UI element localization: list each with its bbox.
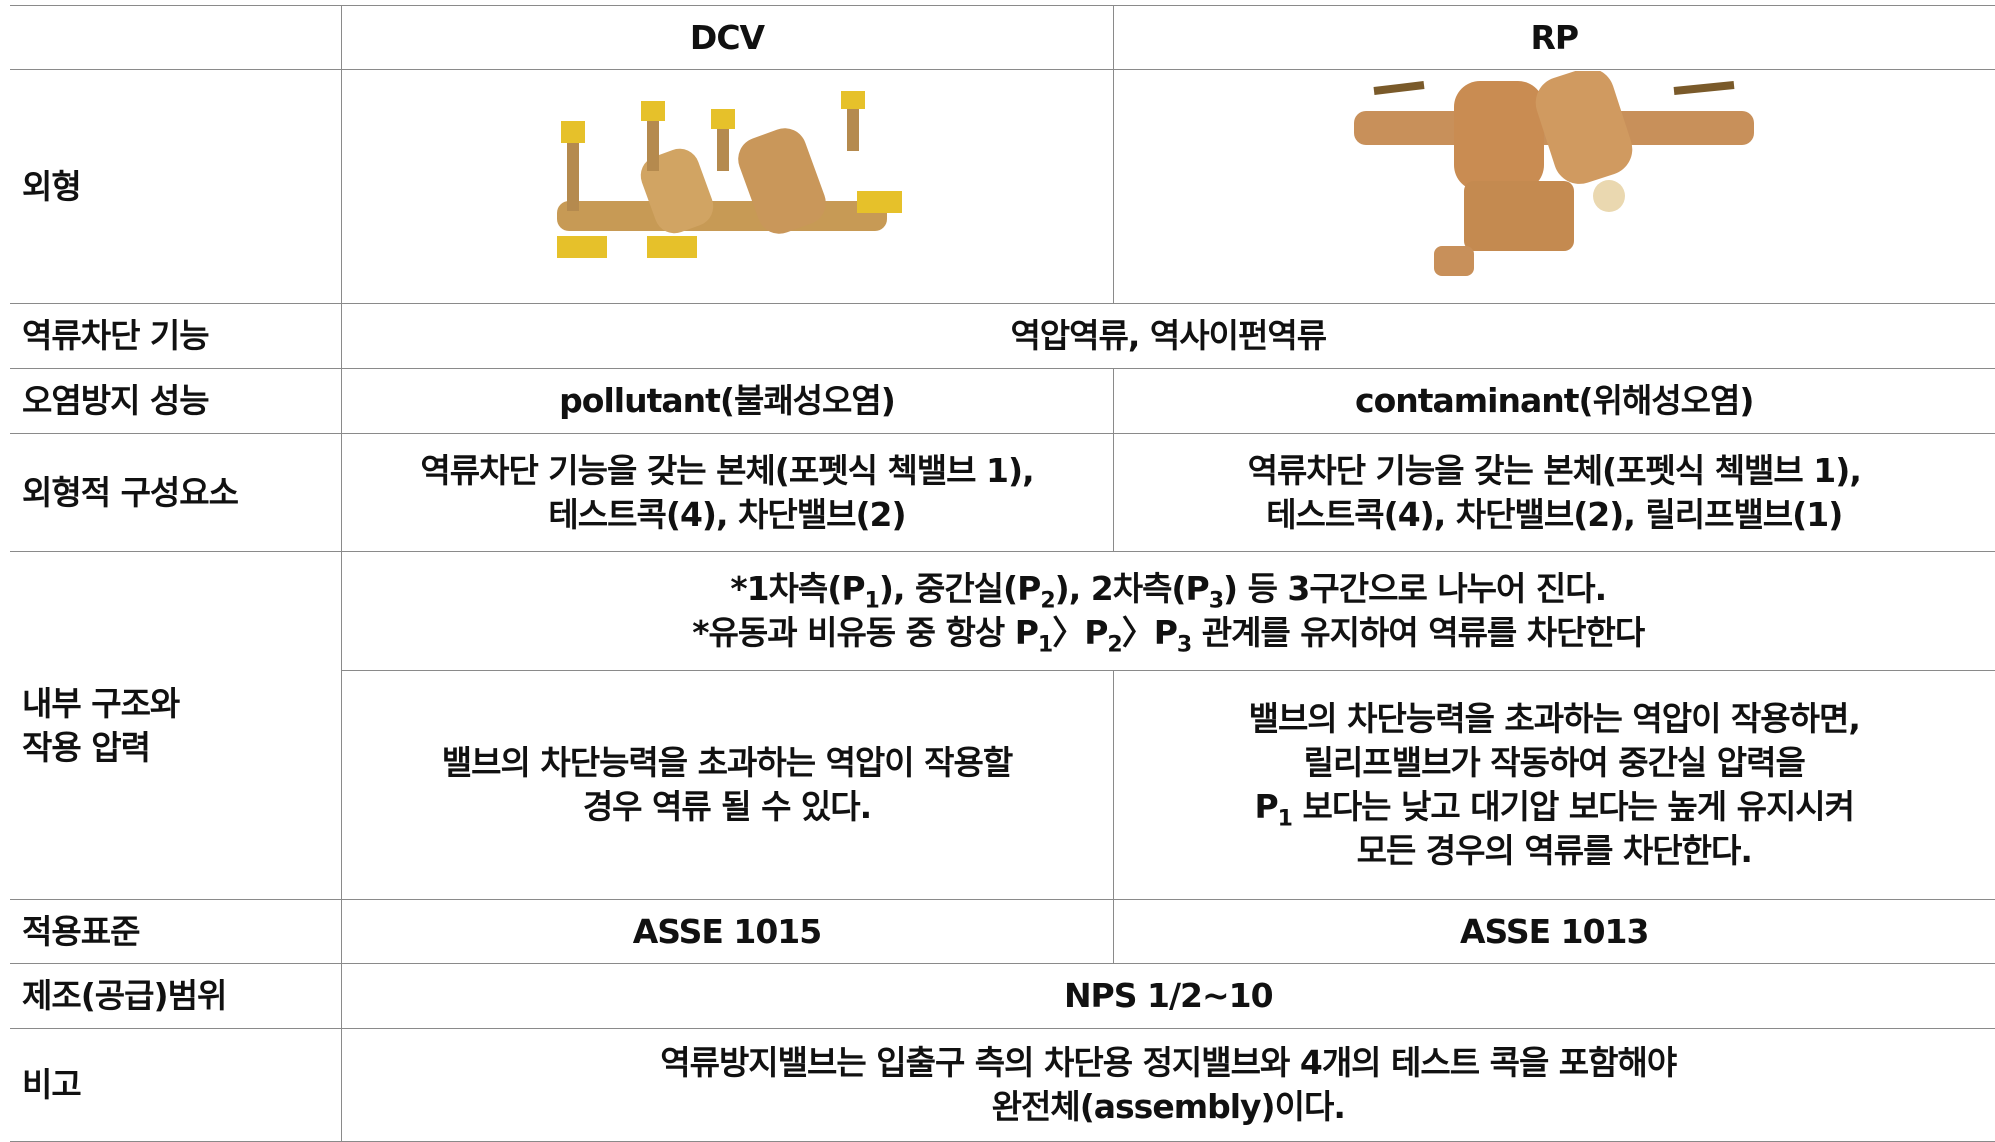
cell: pollutant(불쾌성오염) — [340, 368, 1114, 434]
text-line: 제조(공급)범위 — [22, 976, 227, 1015]
text-line: 작용 압력 — [22, 727, 151, 767]
text-line: 비고 — [22, 1065, 82, 1104]
subscript: 1 — [1037, 632, 1053, 658]
cell: ASSE 1013 — [1112, 899, 1995, 964]
text-run: 〉P — [1052, 613, 1108, 652]
dcv-valve-image — [557, 91, 902, 258]
cell: contaminant(위해성오염) — [1112, 368, 1995, 434]
cell: 역류차단 기능을 갖는 본체(포펫식 첵밸브 1), 테스트콕(4), 차단밸브(… — [340, 433, 1114, 552]
text-run: P — [1254, 787, 1278, 826]
text-line: *1차측(P1), 중간실(P2), 2차측(P3) 등 3구간으로 나누어 진… — [348, 567, 1990, 614]
text-run: 관계를 유지하여 역류를 차단한다 — [1191, 613, 1646, 652]
row-label: 제조(공급)범위 — [10, 963, 342, 1029]
table-row: 비고 역류방지밸브는 입출구 측의 차단용 정지밸브와 4개의 테스트 콕을 포함… — [10, 1028, 1995, 1142]
text-line: 역류차단 기능을 갖는 본체(포펫식 첵밸브 1), — [420, 450, 1034, 490]
text-line: 내부 구조와 — [22, 683, 180, 723]
merged-cell: *1차측(P1), 중간실(P2), 2차측(P3) 등 3구간으로 나누어 진… — [340, 551, 1995, 671]
row-label: 적용표준 — [10, 899, 342, 964]
merged-cell: NPS 1/2~10 — [340, 963, 1995, 1029]
text-run: *유동과 비유동 중 항상 P — [692, 613, 1039, 652]
text-line: NPS 1/2~10 — [1063, 976, 1274, 1015]
text-line: 역류차단 기능을 갖는 본체(포펫식 첵밸브 1), — [1247, 450, 1862, 490]
table-row: 내부 구조와 작용 압력 *1차측(P1), 중간실(P2), 2차측(P3) 등 … — [10, 551, 1995, 900]
subscript: 3 — [1176, 632, 1192, 658]
image-cell — [1112, 68, 1995, 304]
text-run: ) 등 3구간으로 나누어 진다. — [1223, 569, 1607, 608]
text-run: RP — [1530, 17, 1579, 57]
merged-cell: 역압역류, 역사이펀역류 — [340, 303, 1995, 369]
row-label: 비고 — [10, 1028, 342, 1142]
text-run: 보다는 낮고 대기압 보다는 높게 유지시켜 — [1291, 787, 1855, 826]
text-run: ), 중간실(P — [878, 569, 1041, 608]
text-line: 외형적 구성요소 — [22, 472, 239, 512]
rp-valve-image — [1354, 68, 1755, 276]
row-label: 오염방지 성능 — [10, 368, 342, 434]
text-line: 완전체(assembly)이다. — [991, 1087, 1346, 1126]
text-line: 역압역류, 역사이펀역류 — [1010, 316, 1327, 355]
text-line: 밸브의 차단능력을 초과하는 역압이 작용할 — [441, 743, 1013, 782]
text-line: *유동과 비유동 중 항상 P1〉P2〉P3 관계를 유지하여 역류를 차단한다 — [348, 611, 1990, 658]
table-row: 적용표준 ASSE 1015 ASSE 1013 — [10, 899, 1995, 964]
text-line: 모든 경우의 역류를 차단한다. — [1356, 831, 1753, 870]
text-line: 오염방지 성능 — [22, 381, 210, 420]
table-row: 역류차단 기능 역압역류, 역사이펀역류 — [10, 303, 1995, 369]
text-line: 역류차단 기능 — [22, 316, 210, 355]
text-line: 역류방지밸브는 입출구 측의 차단용 정지밸브와 4개의 테스트 콕을 포함해야 — [660, 1043, 1677, 1082]
text-line: ASSE 1015 — [632, 911, 822, 951]
text-line: P1 보다는 낮고 대기압 보다는 높게 유지시켜 — [1120, 785, 1990, 832]
column-header: RP — [1112, 5, 1995, 70]
text-run: DCV — [689, 17, 765, 57]
corner-cell — [10, 5, 342, 70]
text-line: 경우 역류 될 수 있다. — [582, 787, 872, 826]
text-line: 테스트콕(4), 차단밸브(2), 릴리프밸브(1) — [1266, 494, 1843, 534]
subscript: 1 — [1277, 806, 1293, 832]
row-label: 외형 — [10, 69, 342, 304]
text-line: 릴리프밸브가 작동하여 중간실 압력을 — [1303, 743, 1806, 782]
row-label: 내부 구조와 작용 압력 — [10, 551, 342, 900]
text-line: 테스트콕(4), 차단밸브(2) — [548, 494, 906, 534]
table-row: 외형적 구성요소 역류차단 기능을 갖는 본체(포펫식 첵밸브 1), 테스트콕(4… — [10, 433, 1995, 552]
text-line: contaminant(위해성오염) — [1355, 381, 1754, 420]
table-row: 외형 — [10, 68, 1995, 304]
text-line: ASSE 1013 — [1460, 911, 1649, 951]
merged-cell: 역류방지밸브는 입출구 측의 차단용 정지밸브와 4개의 테스트 콕을 포함해야… — [340, 1028, 1995, 1142]
text-run: ), 2차측(P — [1054, 569, 1210, 608]
image-cell — [340, 69, 1114, 304]
table-row: 제조(공급)범위 NPS 1/2~10 — [10, 963, 1995, 1029]
column-header: DCV — [340, 5, 1114, 70]
table-row: DCV RP — [10, 5, 1995, 70]
cell: 역류차단 기능을 갖는 본체(포펫식 첵밸브 1), 테스트콕(4), 차단밸브(… — [1112, 433, 1995, 552]
text-run: *1차측(P — [730, 569, 865, 608]
subscript: 2 — [1107, 632, 1122, 658]
row-label: 역류차단 기능 — [10, 303, 342, 369]
text-line: 외형 — [22, 166, 82, 206]
cell: ASSE 1015 — [340, 899, 1114, 964]
subscript: 1 — [864, 588, 880, 614]
text-line: pollutant(불쾌성오염) — [559, 381, 896, 420]
subscript: 3 — [1208, 588, 1224, 614]
text-run: 〉P — [1121, 613, 1178, 652]
cell: 밸브의 차단능력을 초과하는 역압이 작용하면, 릴리프밸브가 작동하여 중간실 … — [1112, 670, 1995, 900]
subscript: 2 — [1040, 588, 1055, 614]
row-label: 외형적 구성요소 — [10, 433, 342, 552]
table-row: 오염방지 성능 pollutant(불쾌성오염) contaminant(위해성오염… — [10, 368, 1995, 434]
text-line: 적용표준 — [22, 911, 140, 951]
text-line: 밸브의 차단능력을 초과하는 역압이 작용하면, — [1248, 699, 1861, 738]
